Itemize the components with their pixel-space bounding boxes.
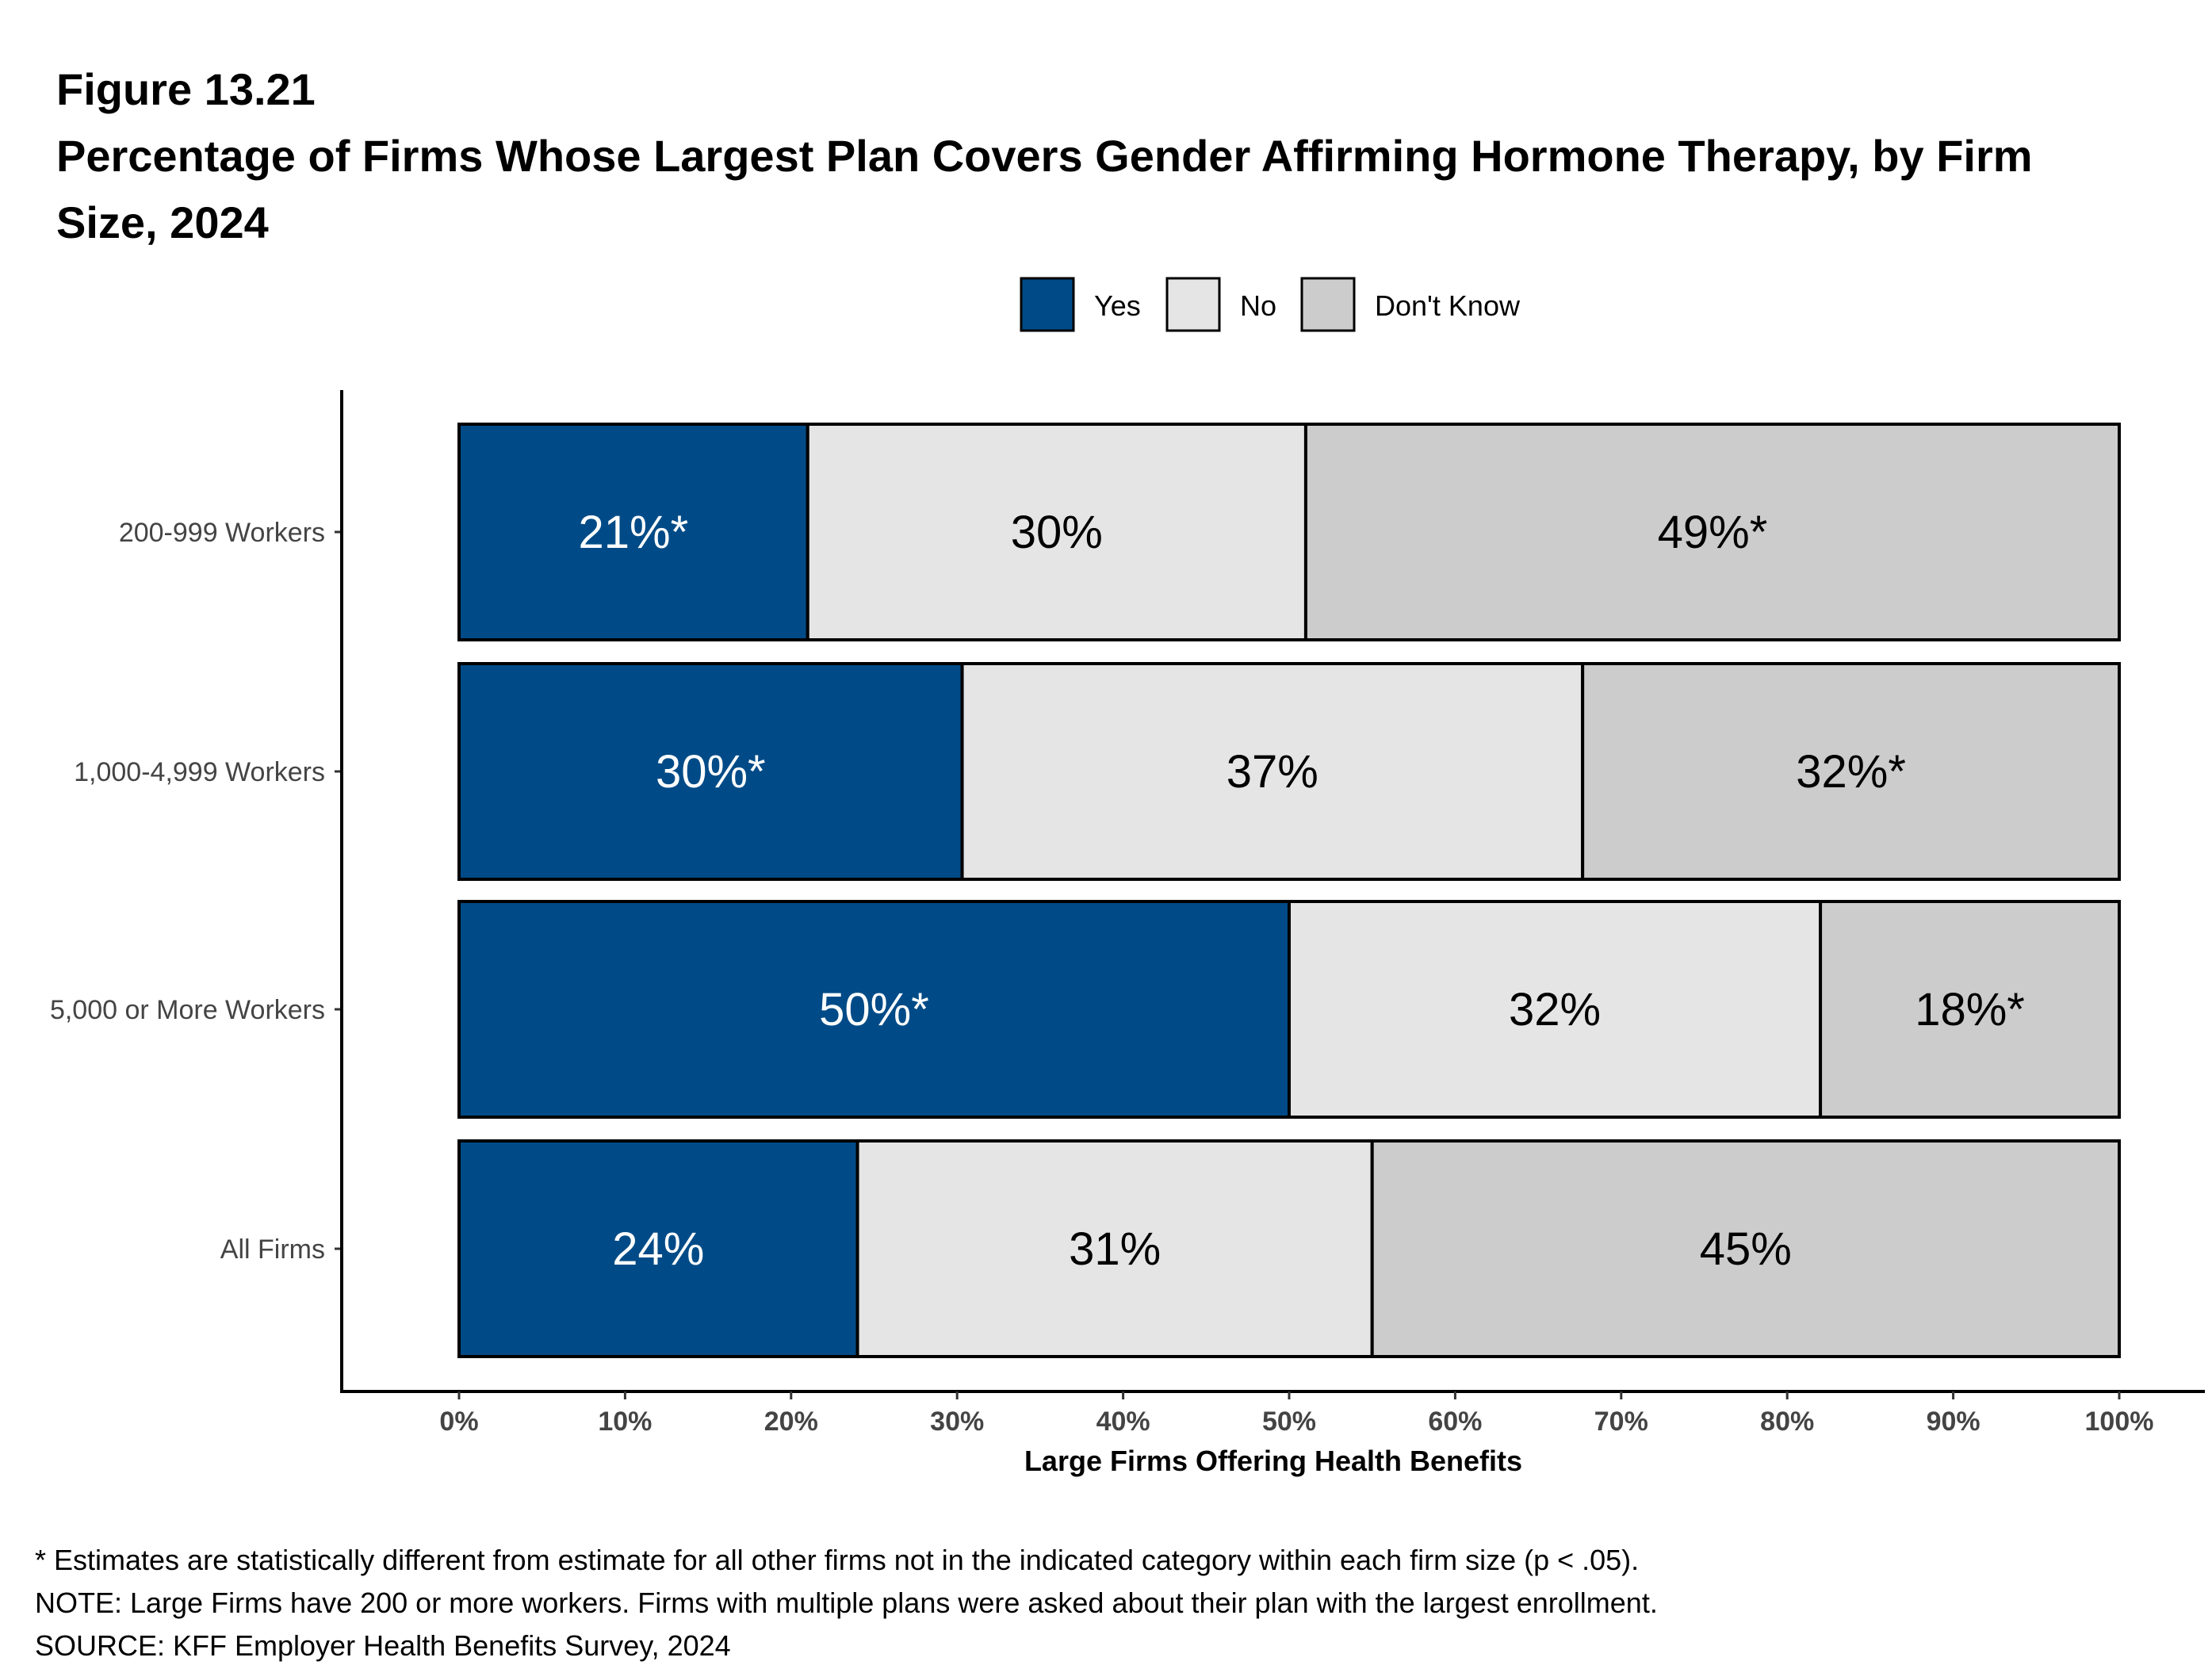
data-label-don-t-know-1-000-4-999-workers: 32%* bbox=[1796, 746, 1906, 798]
footnote-note: NOTE: Large Firms have 200 or more worke… bbox=[35, 1587, 1658, 1619]
x-tick-label: 70% bbox=[1594, 1407, 1648, 1437]
data-label-no-5-000-or-more-workers: 32% bbox=[1509, 984, 1601, 1035]
data-label-yes-5-000-or-more-workers: 50%* bbox=[819, 984, 929, 1035]
bar-don-t-know-200-999-workers bbox=[1303, 423, 2121, 641]
x-tick-label: 0% bbox=[439, 1407, 478, 1437]
data-label-no-all-firms: 31% bbox=[1069, 1223, 1161, 1275]
data-label-yes-1-000-4-999-workers: 30%* bbox=[656, 746, 766, 798]
category-label-5-000-or-more-workers: 5,000 or More Workers bbox=[50, 995, 325, 1025]
x-tick-label: 100% bbox=[2085, 1407, 2154, 1437]
x-tick-label: 50% bbox=[1262, 1407, 1316, 1437]
footnote-source: SOURCE: KFF Employer Health Benefits Sur… bbox=[35, 1629, 731, 1662]
bar-yes-200-999-workers bbox=[457, 423, 809, 641]
bar-no-all-firms bbox=[855, 1139, 1374, 1358]
data-label-no-200-999-workers: 30% bbox=[1011, 507, 1103, 558]
plot-area: 200-999 Workers 21%* 30% 49%* 1,000-4,999 Wo… bbox=[50, 423, 2122, 1358]
x-axis-title: Large Firms Offering Health Benefits bbox=[1024, 1445, 1522, 1477]
category-label-200-999-workers: 200-999 Workers bbox=[119, 518, 325, 548]
chart-title-line1: Percentage of Firms Whose Largest Plan C… bbox=[56, 131, 2033, 181]
x-tick-label: 10% bbox=[598, 1407, 652, 1437]
bar-no-200-999-workers bbox=[806, 423, 1307, 641]
bar-don-t-know-all-firms bbox=[1370, 1139, 2121, 1358]
bar-yes-all-firms bbox=[457, 1139, 859, 1358]
legend-label-don-t-know: Don't Know bbox=[1375, 289, 1521, 322]
bar-don-t-know-1-000-4-999-workers bbox=[1581, 662, 2121, 881]
bar-yes-5-000-or-more-workers bbox=[457, 900, 1291, 1119]
data-label-don-t-know-all-firms: 45% bbox=[1700, 1223, 1792, 1275]
bar-no-5-000-or-more-workers bbox=[1288, 900, 1823, 1119]
footnote-significance: * Estimates are statistically different … bbox=[35, 1544, 1639, 1576]
data-label-don-t-know-5-000-or-more-workers: 18%* bbox=[1915, 984, 2025, 1035]
x-tick-label: 30% bbox=[930, 1407, 984, 1437]
legend-label-yes: Yes bbox=[1094, 289, 1141, 322]
data-label-don-t-know-200-999-workers: 49%* bbox=[1658, 507, 1768, 558]
data-label-yes-all-firms: 24% bbox=[612, 1223, 704, 1275]
category-label-1-000-4-999-workers: 1,000-4,999 Workers bbox=[74, 757, 325, 787]
category-label-all-firms: All Firms bbox=[220, 1234, 325, 1265]
legend-swatch-no bbox=[1165, 277, 1221, 332]
bar-yes-1-000-4-999-workers bbox=[457, 662, 964, 881]
legend: Yes No Don't Know bbox=[1020, 277, 1521, 332]
legend-swatch-don-t-know bbox=[1300, 277, 1356, 332]
x-tick-label: 80% bbox=[1760, 1407, 1814, 1437]
x-tick-label: 20% bbox=[764, 1407, 818, 1437]
legend-swatch-yes bbox=[1020, 277, 1075, 332]
x-tick-label: 90% bbox=[1927, 1407, 1980, 1437]
data-label-no-1-000-4-999-workers: 37% bbox=[1227, 746, 1318, 798]
legend-label-no: No bbox=[1240, 289, 1276, 322]
chart-title-line2: Size, 2024 bbox=[56, 197, 269, 247]
x-axis-ticks: 0% 10% 20% 30% 40% 50% 60% 70% 80% 90% 100% bbox=[439, 1391, 2153, 1437]
x-tick-label: 60% bbox=[1428, 1407, 1482, 1437]
x-tick-label: 40% bbox=[1096, 1407, 1150, 1437]
figure-label: Figure 13.21 bbox=[56, 64, 316, 114]
bar-don-t-know-5-000-or-more-workers bbox=[1819, 900, 2122, 1119]
data-label-yes-200-999-workers: 21%* bbox=[579, 507, 689, 558]
